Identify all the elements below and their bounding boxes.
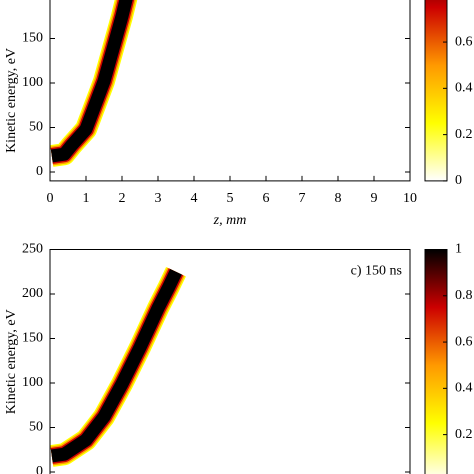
colorbar-tick-label: 0.2 <box>455 427 473 442</box>
y-tick-label: 100 <box>22 375 43 390</box>
x-tick-label: 1 <box>83 191 90 206</box>
y-tick-label: 0 <box>36 464 43 474</box>
y-axis-label: Kinetic energy, eV <box>4 48 19 153</box>
colorbar-tick-label: 0.8 <box>455 288 473 303</box>
x-tick-label: 9 <box>371 191 378 206</box>
x-tick-label: 10 <box>403 191 417 206</box>
y-tick-label: 150 <box>22 31 43 46</box>
y-tick-label: 50 <box>29 120 43 135</box>
x-tick-label: 0 <box>47 191 54 206</box>
x-tick-label: 4 <box>191 191 198 206</box>
density-ridge <box>50 0 133 163</box>
x-axis-label: z, mm <box>213 213 247 228</box>
colorbar-tick-label: 1 <box>455 242 462 257</box>
y-tick-label: 100 <box>22 75 43 90</box>
y-tick-label: 250 <box>22 242 43 257</box>
y-tick-label: 200 <box>22 286 43 301</box>
x-tick-label: 7 <box>299 191 306 206</box>
y-tick-label: 0 <box>36 164 43 179</box>
colorbar-tick-label: 0.6 <box>455 34 473 49</box>
x-tick-label: 3 <box>155 191 162 206</box>
y-tick-label: 150 <box>22 331 43 346</box>
density-ridge <box>50 268 182 463</box>
colorbar-tick-label: 0.4 <box>455 381 473 396</box>
colorbar-tick-label: 0 <box>455 173 462 188</box>
x-tick-label: 5 <box>227 191 234 206</box>
y-tick-label: 50 <box>29 420 43 435</box>
x-tick-label: 6 <box>263 191 270 206</box>
colorbar <box>424 249 448 474</box>
colorbar-tick-label: 0.2 <box>455 127 473 142</box>
plot-frame <box>49 249 411 474</box>
colorbar-tick-label: 0.6 <box>455 334 473 349</box>
x-tick-label: 2 <box>119 191 126 206</box>
colorbar-tick-label: 0.4 <box>455 81 473 96</box>
annotation: c) 150 ns <box>351 264 402 279</box>
x-tick-label: 8 <box>335 191 342 206</box>
colorbar <box>424 0 448 182</box>
y-axis-label: Kinetic energy, eV <box>4 309 19 414</box>
